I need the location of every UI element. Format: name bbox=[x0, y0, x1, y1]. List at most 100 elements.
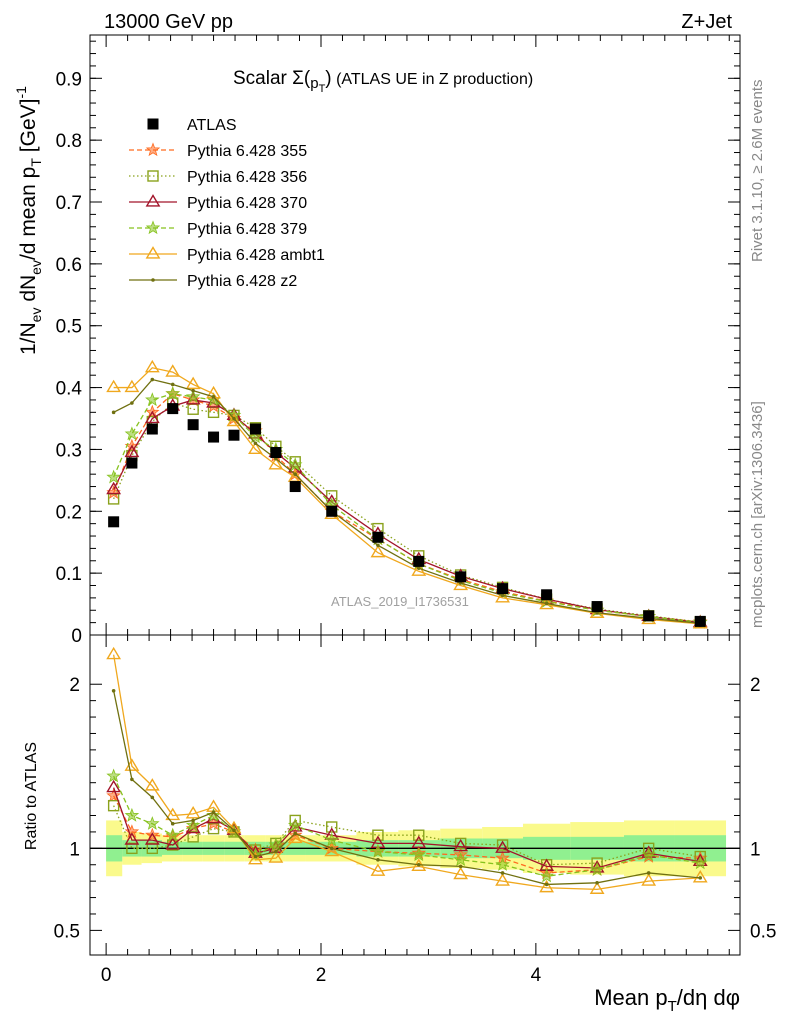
main-y-tick-label: 0.7 bbox=[56, 193, 82, 214]
main-series-point bbox=[124, 426, 140, 441]
main-series-point bbox=[191, 388, 195, 393]
ratio-frame bbox=[89, 634, 741, 956]
ratio-series-point bbox=[170, 821, 175, 826]
main-series-point bbox=[232, 416, 236, 421]
ratio-y-tick-label-right: 2 bbox=[750, 675, 761, 696]
atlas-data-point bbox=[289, 481, 301, 493]
legend-entry: Pythia 6.428 379 bbox=[129, 220, 307, 238]
main-series-point bbox=[185, 376, 201, 390]
ratio-series-point bbox=[495, 840, 510, 853]
ratio-series-point bbox=[641, 873, 657, 886]
legend-marker bbox=[147, 118, 159, 130]
main-series-point bbox=[416, 566, 421, 570]
main-series-line bbox=[113, 393, 701, 624]
atlas-data-point bbox=[108, 516, 120, 528]
ratio-series-point bbox=[692, 870, 708, 883]
main-series-point bbox=[145, 392, 160, 407]
ratio-series-point bbox=[329, 846, 334, 851]
main-y-tick-label: 0.9 bbox=[56, 69, 82, 90]
ratio-series-line bbox=[112, 654, 701, 891]
ratio-series-point bbox=[453, 852, 468, 867]
main-panel bbox=[106, 359, 708, 629]
main-series-point bbox=[106, 481, 122, 495]
main-series-point bbox=[150, 377, 155, 382]
legend-entry: Pythia 6.428 ambt1 bbox=[129, 246, 325, 264]
ratio-series-point bbox=[495, 873, 510, 886]
header-right: Z+Jet bbox=[681, 11, 732, 33]
atlas-data-point bbox=[497, 583, 509, 595]
ratio-series-point bbox=[130, 777, 134, 782]
legend-marker bbox=[145, 142, 161, 157]
ratio-series-point bbox=[458, 864, 463, 869]
main-series-point bbox=[170, 382, 175, 387]
main-series-point bbox=[253, 441, 258, 446]
atlas-data-point bbox=[413, 555, 425, 567]
main-y-tick-label: 0.4 bbox=[56, 379, 83, 400]
ratio-series-point bbox=[595, 880, 599, 885]
ratio-series-point bbox=[692, 855, 708, 870]
ratio-series-point bbox=[539, 879, 555, 893]
ratio-series-point bbox=[454, 837, 467, 850]
main-series-point bbox=[185, 389, 201, 404]
legend: ATLAS Pythia 6.428 355 Pythia 6.428 356 Pyt… bbox=[129, 117, 325, 290]
main-series-point bbox=[144, 410, 160, 424]
main-series-point bbox=[226, 413, 242, 427]
ratio-series-point bbox=[107, 799, 120, 812]
ratio-series-line bbox=[113, 805, 701, 866]
ratio-series-5 bbox=[111, 688, 703, 887]
atlas-data-point bbox=[187, 419, 199, 431]
legend-marker bbox=[151, 278, 155, 282]
ratio-series-point bbox=[167, 839, 179, 851]
ratio-series-point bbox=[589, 862, 605, 876]
main-series-point bbox=[376, 543, 380, 548]
main-y-tick-label: 0.5 bbox=[56, 317, 82, 338]
legend-marker bbox=[145, 194, 161, 207]
ratio-series-point bbox=[372, 829, 384, 841]
legend-label: Pythia 6.428 379 bbox=[187, 221, 307, 238]
axes: 0 0.1 0.2 0.3 0.4 0.5 0.6 0.7 0.8 0.9 0 2 4 0.5 0.5 1 1 2… bbox=[54, 35, 776, 986]
main-series-point bbox=[268, 457, 284, 470]
ratio-series-point bbox=[106, 646, 122, 660]
legend-marker bbox=[145, 246, 161, 259]
atlas-data-point bbox=[249, 423, 261, 435]
ratio-series-point bbox=[326, 821, 338, 833]
ratio-series-point bbox=[106, 779, 122, 793]
ratio-series-point bbox=[293, 831, 298, 836]
legend-entry: ATLAS bbox=[147, 117, 237, 134]
header-left: 13000 GeV pp bbox=[104, 11, 233, 33]
atlas-data-point bbox=[372, 531, 384, 543]
atlas-data-point bbox=[167, 403, 179, 415]
main-series-point bbox=[124, 379, 140, 393]
main-y-tick-label: 0.6 bbox=[56, 255, 82, 276]
ratio-series-point bbox=[145, 816, 160, 830]
ratio-series-point bbox=[274, 849, 278, 854]
ratio-series-point bbox=[185, 817, 201, 832]
x-tick-label: 0 bbox=[101, 965, 112, 986]
main-y-axis-label: 1/Nev dNev/d mean pT [GeV]-1 bbox=[13, 86, 44, 355]
x-axis-label: Mean pT/dη dφ bbox=[594, 985, 740, 1015]
ratio-y-tick-label: 2 bbox=[69, 675, 80, 696]
ratio-series-point bbox=[539, 868, 554, 883]
ratio-series-point bbox=[496, 839, 509, 851]
ratio-series-point bbox=[144, 832, 160, 845]
rivet-label: Rivet 3.1.10, ≥ 2.6M events bbox=[749, 80, 766, 263]
atlas-data-point bbox=[591, 601, 603, 613]
ratio-series-point bbox=[268, 850, 284, 863]
main-y-tick-label: 0.3 bbox=[56, 440, 82, 461]
main-series-point bbox=[544, 601, 549, 606]
main-series-point bbox=[111, 410, 116, 415]
ratio-series-point bbox=[268, 837, 284, 852]
mcplots-label: mcplots.cern.ch [arXiv:1306.3436] bbox=[749, 401, 766, 628]
main-series-line bbox=[113, 399, 701, 624]
ratio-panel bbox=[90, 646, 740, 894]
ratio-series-point bbox=[185, 806, 201, 819]
analysis-watermark: ATLAS_2019_I1736531 bbox=[331, 594, 469, 609]
ratio-series-point bbox=[111, 688, 116, 693]
ratio-series-point bbox=[253, 854, 258, 859]
main-series-point bbox=[130, 401, 134, 405]
main-series-point bbox=[411, 563, 427, 576]
atlas-data-point bbox=[541, 589, 553, 601]
legend-label: Pythia 6.428 356 bbox=[187, 169, 307, 186]
main-series-line bbox=[113, 402, 701, 623]
